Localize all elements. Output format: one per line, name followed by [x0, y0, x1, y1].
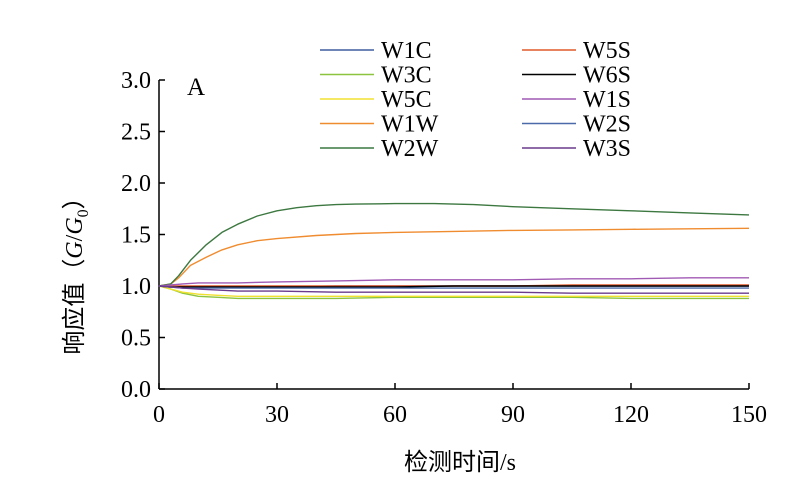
legend-label-w6s: W6S — [583, 63, 631, 89]
y-tick-label: 1.5 — [121, 223, 151, 249]
x-tick-label: 90 — [501, 402, 525, 428]
series-line-w2w — [158, 202, 750, 287]
x-axis-label: 检测时间/s — [404, 449, 516, 476]
y-axis-label: 响应值（G/G0） — [61, 185, 92, 354]
y-ticks: 0.0 0.5 1.0 1.5 2.0 2.5 3.0 — [121, 68, 165, 403]
y-tick-label: 0.5 — [121, 326, 151, 352]
legend-label-w2w: W2W — [381, 136, 439, 162]
series-line-w3c — [158, 285, 749, 300]
legend-label-w3c: W3C — [381, 63, 432, 89]
x-tick-label: 0 — [153, 402, 165, 428]
y-tick-label: 2.5 — [121, 120, 151, 146]
y-axis-label-g: G — [62, 241, 88, 258]
y-axis-label-suffix: ） — [62, 185, 88, 209]
legend-label-w5c: W5C — [381, 87, 432, 113]
legend-label-w5s: W5S — [583, 38, 631, 64]
y-tick-label: 1.0 — [121, 274, 151, 300]
axes: 0.0 0.5 1.0 1.5 2.0 2.5 3.0 0 30 60 90 120 150 — [121, 68, 767, 428]
x-tick-label: 120 — [613, 402, 649, 428]
legend-label-w3s: W3S — [583, 136, 631, 162]
legend-label-w2s: W2S — [583, 112, 631, 138]
x-axis-label-text: 检测时间/s — [404, 449, 516, 476]
series-line-w5c — [158, 285, 749, 297]
y-axis-label-prefix: 响应值（ — [61, 259, 88, 355]
series-line-w1s — [158, 277, 749, 287]
series-line-w1w — [158, 227, 750, 287]
y-tick-label: 0.0 — [121, 377, 151, 403]
series-lines — [158, 202, 750, 300]
legend-label-w1c: W1C — [381, 38, 432, 64]
series-line-w3s — [158, 285, 749, 294]
x-tick-label: 30 — [265, 402, 289, 428]
y-axis-label-sub: 0 — [75, 209, 92, 217]
y-tick-label: 2.0 — [121, 171, 151, 197]
legend-label-w1w: W1W — [381, 112, 439, 138]
x-tick-label: 150 — [731, 402, 767, 428]
panel-label: A — [187, 74, 205, 101]
legend-label-w1s: W1S — [583, 87, 631, 113]
series-line-w5s — [159, 284, 749, 287]
y-tick-label: 3.0 — [121, 68, 151, 94]
x-ticks: 0 30 60 90 120 150 — [153, 383, 767, 428]
y-axis-label-slash: / — [62, 234, 88, 241]
x-tick-label: 60 — [383, 402, 407, 428]
series-line-w6s — [158, 285, 749, 288]
y-axis-label-g0: G — [62, 217, 88, 234]
